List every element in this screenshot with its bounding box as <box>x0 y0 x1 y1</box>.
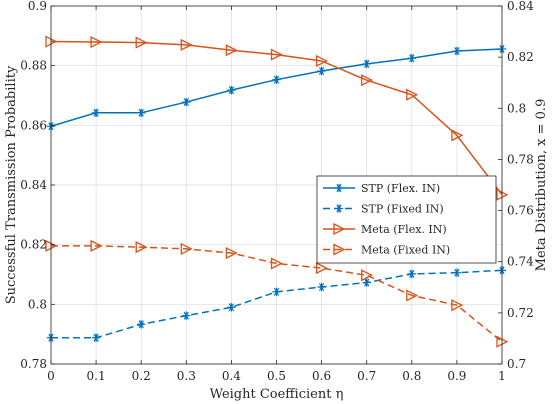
data-point <box>451 129 464 142</box>
x-tick-label: 0.6 <box>312 369 331 383</box>
y-right-tick-label: 0.8 <box>507 101 526 115</box>
data-point <box>270 48 283 61</box>
data-point <box>135 241 148 254</box>
y-right-tick-label: 0.72 <box>507 306 534 320</box>
y-right-tick-label: 0.82 <box>507 50 534 64</box>
x-tick-label: 0.7 <box>357 369 376 383</box>
series-line <box>51 245 503 343</box>
legend: STP (Flex. IN) STP (Fixed IN) Meta (Flex. … <box>316 175 497 264</box>
legend-entry: Meta (Flex. IN) <box>323 222 447 236</box>
x-tick-label: 1 <box>498 369 506 383</box>
legend-label: Meta (Fixed IN) <box>361 244 450 257</box>
data-point <box>137 320 146 329</box>
data-point <box>361 269 374 282</box>
legend-entry: STP (Flex. IN) <box>323 182 440 195</box>
y-right-tick-label: 0.76 <box>507 204 534 218</box>
x-tick-label: 0.3 <box>177 369 196 383</box>
y-left-tick-label: 0.86 <box>20 118 47 132</box>
legend-box <box>316 175 497 264</box>
y-left-tick-label: 0.9 <box>28 0 47 13</box>
legend-label: STP (Fixed IN) <box>361 203 444 216</box>
data-point <box>227 85 236 95</box>
y-left-tick-label: 0.84 <box>20 178 47 192</box>
data-point <box>227 303 236 312</box>
y-left-tick-label: 0.82 <box>20 238 47 252</box>
data-point <box>182 97 191 107</box>
data-point <box>317 66 326 76</box>
legend-marker <box>334 204 344 213</box>
series-3 <box>45 239 509 348</box>
legend-label: Meta (Flex. IN) <box>361 223 447 236</box>
data-point <box>272 287 281 297</box>
legend-marker <box>333 243 346 256</box>
legend-marker <box>333 222 346 236</box>
data-point <box>452 46 462 56</box>
x-tick-label: 0.4 <box>222 369 241 383</box>
y-right-tick-label: 0.84 <box>507 0 534 13</box>
data-point <box>317 282 326 292</box>
y-left-tick-label: 0.88 <box>20 59 47 73</box>
data-point <box>90 239 103 252</box>
data-point <box>452 268 462 277</box>
x-tick-label: 0.5 <box>267 369 286 383</box>
data-point <box>225 246 238 260</box>
data-point <box>315 262 329 275</box>
legend-label: STP (Flex. IN) <box>361 182 440 195</box>
data-point <box>180 242 193 255</box>
data-point <box>91 108 101 118</box>
series-line <box>50 40 503 196</box>
data-point <box>407 269 416 279</box>
x-tick-label: 0.8 <box>402 369 421 383</box>
x-tick-label: 0 <box>47 369 55 383</box>
data-point <box>137 108 146 118</box>
legend-marker <box>334 183 344 193</box>
y-axis-right-label: Meta Distribution, x = 0.9 <box>534 99 549 272</box>
data-point <box>270 257 283 270</box>
data-point <box>362 278 371 287</box>
data-point <box>182 311 191 320</box>
legend-entry: Meta (Fixed IN) <box>323 243 450 257</box>
data-point <box>272 75 281 84</box>
ticks: 0 0.1 0.2 0.3 0.4 0.5 0.6 0.7 0.8 0.9 1 0.78 0.8 0.82… <box>20 0 534 383</box>
data-point <box>315 54 329 68</box>
legend-entry: STP (Fixed IN) <box>323 203 444 216</box>
data-point <box>91 333 101 342</box>
x-axis-label: Weight Coefficient η <box>210 387 344 402</box>
y-left-tick-label: 0.78 <box>20 357 47 371</box>
data-point <box>180 38 193 51</box>
data-point <box>361 74 374 87</box>
data-point <box>406 88 419 101</box>
x-tick-label: 0.1 <box>87 369 106 383</box>
y-right-tick-label: 0.78 <box>507 152 534 166</box>
data-point <box>407 54 416 63</box>
data-point <box>90 36 103 49</box>
data-point <box>135 36 148 49</box>
data-point <box>406 289 419 302</box>
data-point <box>362 59 371 69</box>
data-point <box>225 44 238 57</box>
y-left-tick-label: 0.8 <box>28 297 47 311</box>
x-tick-label: 0.9 <box>447 369 466 383</box>
y-axis-left-label: Successful Transmission Probability <box>4 65 19 304</box>
y-right-tick-label: 0.7 <box>507 357 526 371</box>
series-1 <box>46 266 507 342</box>
data-point <box>451 299 464 312</box>
x-tick-label: 0.2 <box>132 369 151 383</box>
y-right-tick-label: 0.74 <box>507 255 534 269</box>
